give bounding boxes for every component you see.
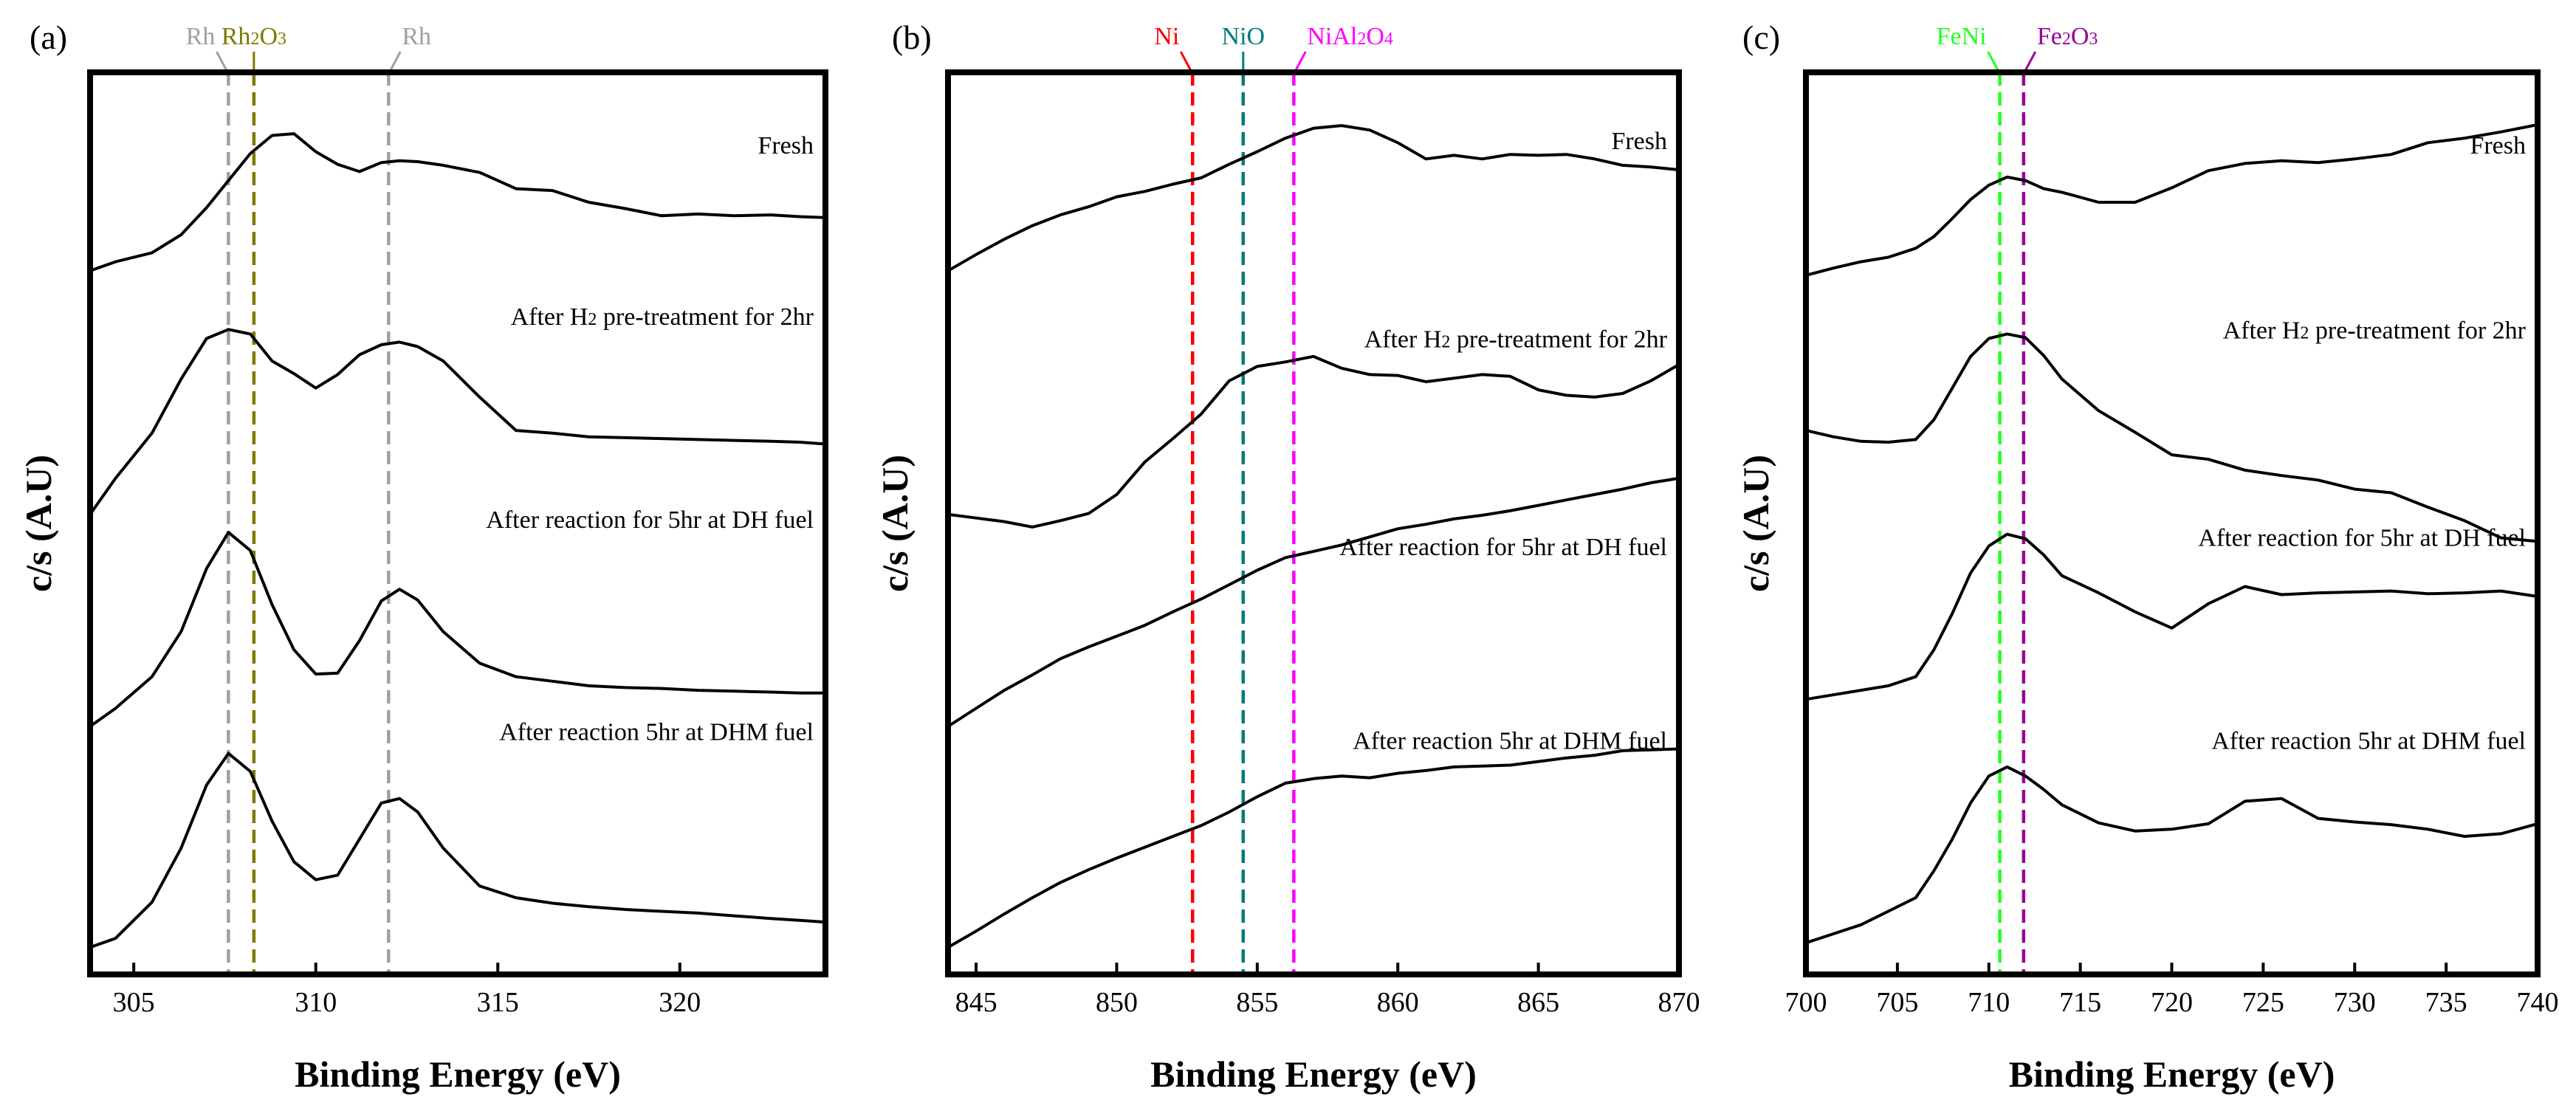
reference-label: Rh2O3 xyxy=(221,23,286,50)
panel-label: (b) xyxy=(892,18,932,56)
x-axis-title: Binding Energy (eV) xyxy=(1150,1053,1477,1095)
series-label: After H2 pre-treatment for 2hr xyxy=(511,303,814,331)
reference-label: FeNi xyxy=(1937,23,1987,50)
x-tick-label: 870 xyxy=(1658,987,1700,1018)
series-label: Fresh xyxy=(1611,128,1667,155)
y-axis-title: c/s (A.U) xyxy=(874,455,916,592)
series-line xyxy=(1805,532,2538,701)
series-line xyxy=(89,328,826,515)
series-label: After reaction 5hr at DHM fuel xyxy=(1353,728,1667,755)
reference-label: Fe2O3 xyxy=(2037,23,2098,50)
series-label: After reaction for 5hr at DH fuel xyxy=(2198,525,2526,552)
x-axis-title: Binding Energy (eV) xyxy=(2009,1053,2335,1095)
reference-label: NiAl2O4 xyxy=(1307,23,1393,50)
series-label: Fresh xyxy=(758,132,814,159)
series-label: After H2 pre-treatment for 2hr xyxy=(2223,317,2527,344)
series-line xyxy=(1805,765,2538,945)
series-label: After H2 pre-treatment for 2hr xyxy=(1364,326,1668,354)
series-line xyxy=(89,531,825,728)
x-tick-label: 315 xyxy=(477,987,519,1018)
reference-label: Rh xyxy=(186,23,216,50)
plot-frame xyxy=(945,69,1682,977)
x-tick-label: 715 xyxy=(2059,987,2101,1018)
series-line xyxy=(89,132,826,272)
y-axis-title: c/s (A.U) xyxy=(18,455,59,592)
series-label: After reaction 5hr at DHM fuel xyxy=(499,718,814,746)
panel-b: (b) Ni NiO NiAl2O4 Fresh After H2 pre-treatme… xyxy=(874,18,1700,1095)
series-line xyxy=(1805,123,2538,277)
series-label: After reaction for 5hr at DH fuel xyxy=(1339,534,1667,561)
panel-label: (c) xyxy=(1742,18,1780,56)
x-tick-label: 700 xyxy=(1785,987,1827,1018)
x-tick-label: 850 xyxy=(1096,987,1138,1018)
x-tick-label: 860 xyxy=(1377,987,1419,1018)
series-line xyxy=(947,124,1680,272)
x-tick-label: 320 xyxy=(659,987,701,1018)
reference-label: NiO xyxy=(1222,23,1265,50)
x-tick-label: 710 xyxy=(1968,987,2010,1018)
panel-label: (a) xyxy=(30,18,67,56)
x-axis-title: Binding Energy (eV) xyxy=(295,1053,621,1095)
x-tick-label: 305 xyxy=(113,987,155,1018)
series-line xyxy=(947,747,1680,949)
x-tick-label: 855 xyxy=(1236,987,1278,1018)
plot-frame xyxy=(1803,69,2541,977)
x-tick-label: 725 xyxy=(2242,987,2284,1018)
plot-frame xyxy=(87,69,828,977)
x-tick-label: 720 xyxy=(2151,987,2193,1018)
series-label: Fresh xyxy=(2470,132,2526,159)
panel-c: (c) FeNi Fe2O3 Fresh After H2 pre-treatment … xyxy=(1735,18,2559,1095)
reference-label: Rh xyxy=(402,23,431,50)
series-line xyxy=(1805,332,2538,543)
x-tick-label: 845 xyxy=(955,987,997,1018)
x-tick-label: 705 xyxy=(1876,987,1918,1018)
series-line xyxy=(89,751,826,949)
reference-label: Ni xyxy=(1154,23,1179,50)
x-tick-label: 740 xyxy=(2517,987,2559,1018)
series-label: After reaction for 5hr at DH fuel xyxy=(486,506,814,534)
x-tick-label: 730 xyxy=(2334,987,2376,1018)
x-tick-label: 310 xyxy=(295,987,337,1018)
series-line xyxy=(947,476,1680,728)
series-line xyxy=(947,354,1680,529)
x-tick-label: 735 xyxy=(2425,987,2467,1018)
series-label: After reaction 5hr at DHM fuel xyxy=(2211,728,2526,755)
y-axis-title: c/s (A.U) xyxy=(1735,455,1776,592)
x-tick-label: 865 xyxy=(1517,987,1559,1018)
